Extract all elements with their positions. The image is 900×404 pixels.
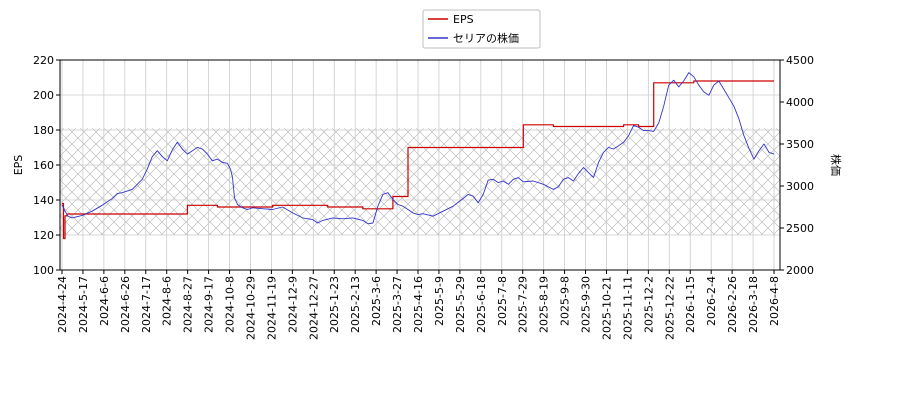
x-axis: 2024-4-24 2024-5-17 2024-6-6 2024-6-26 2024-… (56, 270, 781, 340)
x-tick-label: 2024-5-17 (77, 276, 90, 333)
x-tick-label: 2025-5-9 (433, 276, 446, 326)
x-tick-label: 2024-8-27 (182, 276, 195, 333)
x-tick-label: 2025-3-27 (391, 276, 404, 333)
x-tick-label: 2025-3-6 (370, 276, 383, 326)
x-tick-label: 2025-8-19 (538, 276, 551, 333)
y-left-tick-label: 220 (33, 54, 54, 67)
x-tick-label: 2026-2-26 (726, 276, 739, 333)
x-tick-label: 2025-7-29 (517, 276, 530, 333)
eps-series-line (62, 80, 774, 240)
x-tick-label: 2025-11-11 (621, 276, 634, 340)
x-tick-label: 2025-7-8 (496, 276, 509, 326)
x-tick-label: 2024-8-6 (161, 276, 174, 326)
series-layer (61, 72, 775, 240)
y-left-tick-label: 120 (33, 229, 54, 242)
x-tick-label: 2024-9-17 (203, 276, 216, 333)
x-tick-label: 2024-10-29 (244, 276, 257, 340)
y-right-tick-label: 4000 (786, 96, 814, 109)
y-left-tick-label: 180 (33, 124, 54, 137)
x-tick-label: 2025-2-13 (349, 276, 362, 333)
y-right-tick-label: 3500 (786, 138, 814, 151)
x-tick-label: 2025-9-30 (580, 276, 593, 333)
x-tick-label: 2025-6-18 (475, 276, 488, 333)
shaded-band (60, 128, 780, 235)
x-tick-label: 2026-4-8 (768, 276, 781, 326)
legend-label-price: セリアの株価 (453, 31, 519, 45)
x-tick-label: 2026-3-18 (747, 276, 760, 333)
y-right-tick-label: 2000 (786, 264, 814, 277)
grid-layer (60, 59, 780, 271)
y-right-tick-label: 3000 (786, 180, 814, 193)
x-tick-label: 2025-10-21 (600, 276, 613, 340)
y-left-tick-label: 140 (33, 194, 54, 207)
x-tick-label: 2025-1-23 (328, 276, 341, 333)
x-tick-label: 2025-9-8 (559, 276, 572, 326)
y-left-tick-label: 100 (33, 264, 54, 277)
legend-box (422, 9, 541, 49)
left-axis: 100 120 140 160 180 200 220 (33, 54, 60, 277)
x-tick-label: 2026-1-15 (684, 276, 697, 333)
x-tick-label: 2024-11-19 (265, 276, 278, 340)
x-tick-label: 2025-5-29 (454, 276, 467, 333)
y-right-tick-label: 4500 (786, 54, 814, 67)
y-axis-left-label: EPS (12, 155, 25, 176)
shaded-band-layer (60, 128, 780, 235)
y-left-tick-label: 200 (33, 89, 54, 102)
x-tick-label: 2024-4-24 (56, 276, 69, 333)
x-tick-label: 2024-10-8 (224, 276, 237, 333)
legend-label-eps: EPS (453, 13, 474, 26)
stock-price-series-line (61, 72, 775, 225)
x-tick-label: 2024-6-26 (119, 276, 132, 333)
x-tick-label: 2024-7-17 (140, 276, 153, 333)
y-right-tick-label: 2500 (786, 222, 814, 235)
x-tick-label: 2024-6-6 (98, 276, 111, 326)
legend: EPS セリアの株価 (422, 9, 541, 49)
x-tick-label: 2025-4-16 (412, 276, 425, 333)
x-tick-label: 2025-12-2 (642, 276, 655, 333)
x-tick-label: 2024-12-9 (286, 276, 299, 333)
y-left-tick-label: 160 (33, 159, 54, 172)
x-tick-label: 2026-2-4 (705, 276, 718, 326)
x-tick-label: 2024-12-27 (307, 276, 320, 340)
y-axis-right-label: 株価 (829, 154, 843, 176)
x-tick-label: 2025-12-22 (663, 276, 676, 340)
right-axis: 2000 2500 3000 3500 4000 4500 (780, 54, 814, 277)
